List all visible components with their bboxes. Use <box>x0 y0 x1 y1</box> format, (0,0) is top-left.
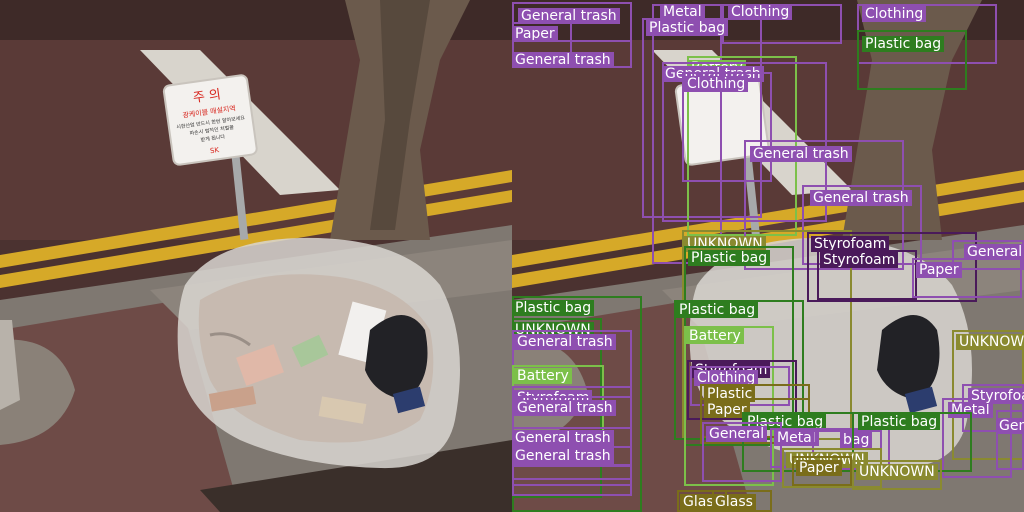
detection-label: Styrofoam <box>811 236 890 252</box>
detection-label: General trash <box>750 146 852 162</box>
detection-box <box>512 446 632 486</box>
detection-label: Glass <box>712 494 756 510</box>
detection-label: Styrofoam <box>968 388 1024 404</box>
detection-label: UNKNOWN <box>684 236 766 252</box>
detection-box <box>702 422 782 482</box>
caution-sign: 주 의 광케이블 매설지역 시한산업 반드시 한번 알아보세요 파손시 법적인 … <box>162 74 258 166</box>
detection-label: General trash <box>512 448 614 464</box>
detection-box <box>962 384 1024 432</box>
detection-label: Plastic bag <box>688 250 771 266</box>
detection-label: Paper <box>704 402 750 418</box>
detection-label: General <box>706 426 768 442</box>
detection-label: Clothing <box>684 76 749 92</box>
detection-label: Battery <box>514 368 572 384</box>
detection-label: General trash <box>512 430 614 446</box>
detection-label: Plastic bag <box>512 300 595 316</box>
detection-label: Plastic bag <box>858 414 941 430</box>
detection-box <box>642 18 762 218</box>
detection-box <box>682 72 772 182</box>
detection-label: Clothing <box>694 370 759 386</box>
black-item <box>365 315 428 400</box>
detection-label: Paper <box>796 460 842 476</box>
detection-label: Battery <box>686 328 744 344</box>
detection-label: Styrofoam <box>820 252 899 268</box>
detection-label: Plastic bag <box>676 302 759 318</box>
detection-box <box>912 258 1022 298</box>
sign-line: 받게 됩니다 <box>200 133 226 143</box>
detection-label: Metal <box>948 402 993 418</box>
detection-box <box>792 456 852 486</box>
detection-label: UNKNOWN <box>956 334 1024 350</box>
detection-label: Paper <box>916 262 962 278</box>
detection-box <box>807 232 977 302</box>
detection-label: Plastic bag <box>646 20 729 36</box>
detection-label: General trash <box>514 400 616 416</box>
detection-box <box>684 326 774 486</box>
detection-label: General <box>964 244 1024 260</box>
manhole-cover <box>0 339 75 445</box>
detection-label: Paper <box>512 26 558 42</box>
detection-label: Gen <box>996 418 1024 434</box>
detection-label: Plastic bag <box>862 36 945 52</box>
detection-box <box>996 410 1024 470</box>
detection-label: UNKNOWN <box>856 464 938 480</box>
annotated-photo-panel: General trash Paper General trash Metal Clot… <box>512 0 1024 512</box>
original-photo-panel: 주 의 광케이블 매설지역 시한산업 반드시 한번 알아보세요 파손시 법적인 … <box>0 0 512 512</box>
detection-box <box>852 460 942 490</box>
detection-label: General trash <box>810 190 912 206</box>
detection-label: General trash <box>518 8 620 24</box>
detection-label: General trash <box>512 52 614 68</box>
detection-label: Metal <box>660 4 705 20</box>
detection-box <box>857 30 967 90</box>
sign-heading: 주 의 <box>192 87 222 106</box>
detection-label: Clothing <box>862 6 927 22</box>
detection-label: Metal <box>774 430 819 446</box>
street-scene-left: 주 의 광케이블 매설지역 시한산업 반드시 한번 알아보세요 파손시 법적인 … <box>0 0 512 512</box>
sign-brand: SK <box>210 146 220 155</box>
detection-label: Clothing <box>728 4 793 20</box>
detection-label: General trash <box>514 334 616 350</box>
detection-label: bag <box>840 432 873 448</box>
detection-overlay: General trash Paper General trash Metal Clot… <box>512 0 1024 512</box>
